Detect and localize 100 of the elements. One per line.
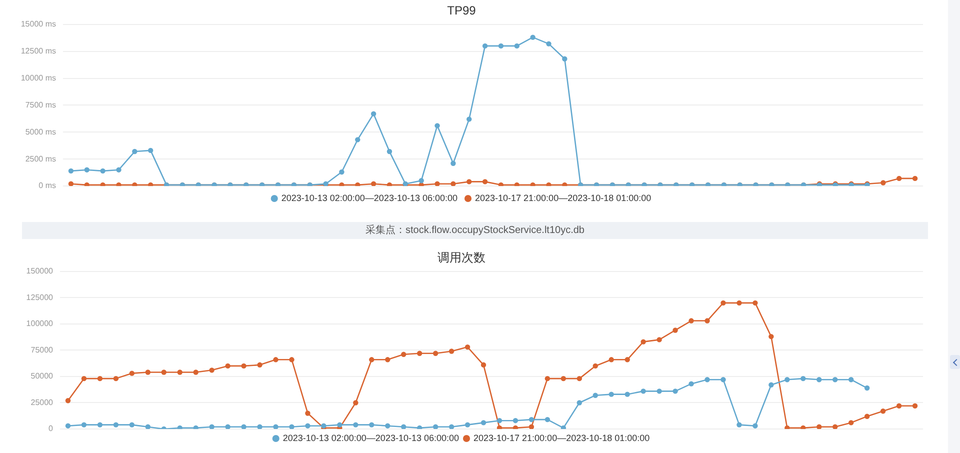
point [562, 182, 568, 186]
legend-label: 2023-10-17 21:00:00—2023-10-18 01:00:00 [474, 432, 650, 443]
legend-label: 2023-10-13 02:00:00—2023-10-13 06:00:00 [282, 432, 460, 443]
y-tick-label: 50000 [30, 372, 54, 381]
point [784, 377, 790, 382]
point [720, 300, 726, 306]
point [432, 350, 438, 356]
point [768, 382, 774, 388]
y-tick-label: 2500 ms [25, 154, 56, 164]
point [848, 377, 854, 382]
point [97, 376, 103, 382]
y-tick-label: 25000 [30, 398, 54, 407]
point [576, 400, 582, 406]
point [498, 43, 504, 49]
point [257, 424, 262, 429]
point [434, 181, 440, 186]
point [800, 376, 806, 382]
point [289, 357, 294, 362]
y-tick-label: 0 ms [38, 181, 56, 190]
point [464, 344, 470, 350]
point [116, 167, 122, 172]
point [305, 423, 310, 428]
point [148, 148, 154, 154]
chart-title: TP99 [447, 4, 476, 18]
y-tick-label: 7500 ms [25, 100, 56, 110]
point [544, 416, 550, 422]
point [466, 116, 472, 122]
point [784, 425, 790, 429]
point [386, 148, 392, 154]
point [880, 180, 886, 186]
point [640, 388, 646, 394]
point [528, 424, 534, 429]
point [912, 403, 918, 408]
point [113, 376, 119, 382]
point [562, 56, 568, 62]
point [369, 357, 374, 362]
point [896, 176, 902, 182]
point [656, 388, 662, 394]
point [464, 422, 470, 428]
point [736, 300, 742, 306]
point [448, 348, 454, 354]
legend-label: 2023-10-13 02:00:00—2023-10-13 06:00:00 [281, 192, 458, 203]
point [385, 357, 390, 362]
point [624, 357, 630, 362]
point [434, 123, 440, 128]
point [482, 179, 488, 184]
point [241, 363, 246, 369]
point [432, 424, 438, 429]
point [688, 318, 694, 324]
point [369, 422, 374, 428]
point [132, 148, 138, 154]
point [337, 422, 342, 428]
point [848, 420, 854, 426]
point [273, 424, 278, 429]
point [496, 418, 502, 424]
point [355, 182, 360, 186]
point [592, 363, 598, 369]
point [209, 424, 214, 429]
y-tick-label: 12500 ms [20, 46, 56, 56]
point [752, 300, 758, 306]
point [401, 424, 406, 429]
point [608, 392, 614, 397]
point [530, 34, 536, 40]
point [241, 424, 246, 429]
y-tick-label: 150000 [26, 266, 54, 276]
point [81, 376, 87, 382]
point [816, 424, 822, 429]
y-tick-label: 75000 [30, 345, 54, 354]
point [768, 334, 774, 340]
point [145, 424, 150, 429]
point [84, 167, 90, 172]
point [576, 376, 582, 382]
point [546, 182, 552, 186]
point [608, 357, 614, 362]
point [832, 377, 838, 382]
point [132, 182, 138, 186]
y-tick-label: 15000 ms [20, 20, 56, 29]
legend-label: 2023-10-17 21:00:00—2023-10-18 01:00:00 [475, 192, 652, 203]
point [480, 362, 486, 368]
point [880, 408, 886, 414]
point [514, 43, 520, 49]
text: 采集点：stock.flow.occupyStockService.lt10yc.db [366, 225, 584, 236]
point [418, 178, 424, 184]
point [401, 352, 406, 358]
point [720, 377, 726, 382]
point [225, 424, 230, 429]
point [65, 423, 71, 428]
point [832, 424, 838, 429]
point [84, 182, 90, 186]
point [289, 424, 294, 429]
point [704, 318, 710, 324]
point [480, 420, 486, 426]
point [704, 377, 710, 382]
point [800, 425, 806, 429]
y-tick-label: 125000 [26, 292, 54, 302]
point [81, 422, 87, 428]
point [450, 160, 456, 166]
point [177, 370, 182, 375]
point [672, 328, 678, 333]
point [530, 182, 536, 186]
